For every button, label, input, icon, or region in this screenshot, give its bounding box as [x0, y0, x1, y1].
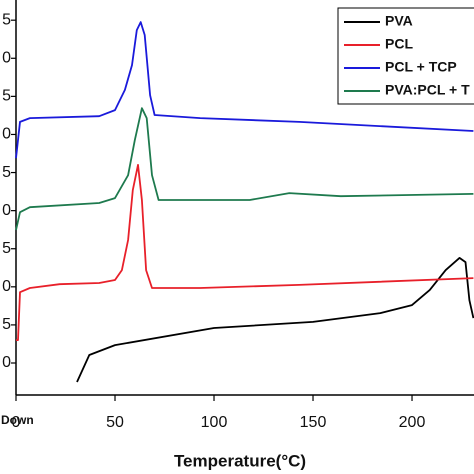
y-tick-label: 5	[2, 316, 11, 333]
series-line	[15, 21, 474, 159]
y-tick-label: 5	[2, 240, 11, 257]
y-tick-label: 5	[2, 164, 11, 181]
y-tick-label: 0	[2, 354, 11, 371]
x-axis-title: Temperature(°C)	[174, 451, 306, 470]
x-tick-label: 200	[399, 414, 426, 431]
y-tick-label: 0	[2, 126, 11, 143]
series-line	[15, 107, 474, 231]
x-tick-label: 100	[201, 414, 228, 431]
x-tick-label: 50	[106, 414, 124, 431]
series-line	[16, 164, 474, 341]
y-tick-label: 0	[2, 202, 11, 219]
legend-label: PCL	[385, 36, 413, 52]
y-tick-label: 0	[2, 278, 11, 295]
y-tick-label: 5	[2, 88, 11, 105]
x-tick-label: 0	[12, 414, 21, 431]
x-tick-label: 150	[300, 414, 327, 431]
y-tick-label: 5	[2, 11, 11, 28]
legend-label: PCL + TCP	[385, 59, 457, 75]
legend-label: PVA:PCL + T	[385, 82, 470, 98]
legend-label: PVA	[385, 13, 413, 29]
annotation: Down	[1, 413, 34, 427]
series-line	[76, 257, 474, 383]
legend-box	[337, 7, 474, 105]
y-tick-label: 0	[2, 49, 11, 66]
